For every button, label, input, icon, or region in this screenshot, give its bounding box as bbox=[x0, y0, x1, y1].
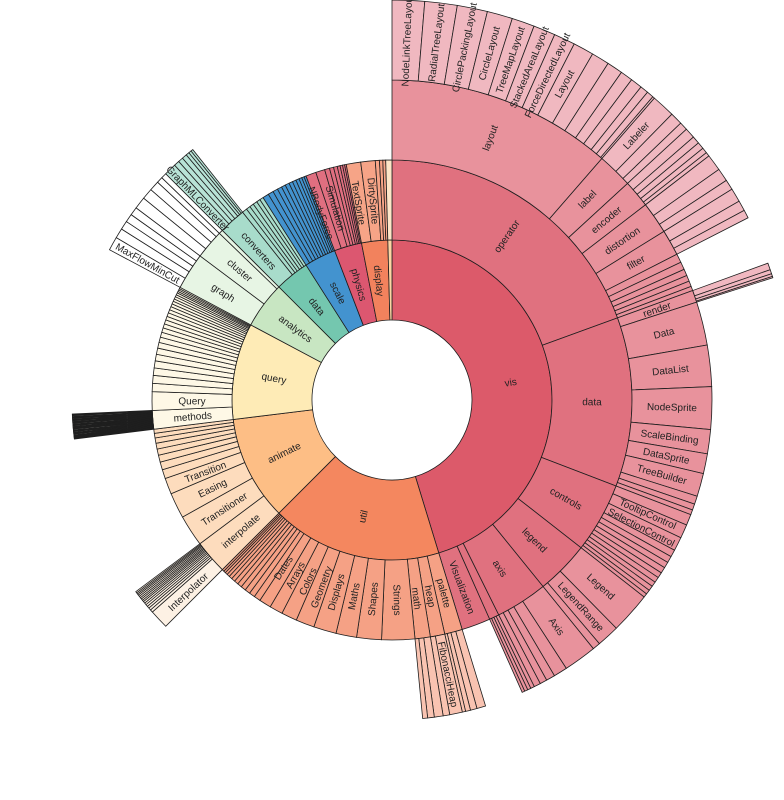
arc-leaf[interactable] bbox=[385, 159, 393, 241]
arc-data[interactable] bbox=[540, 317, 633, 487]
arc-query[interactable] bbox=[151, 391, 233, 411]
sunburst-arcs bbox=[71, 0, 774, 719]
arc-leaf[interactable] bbox=[694, 269, 773, 300]
